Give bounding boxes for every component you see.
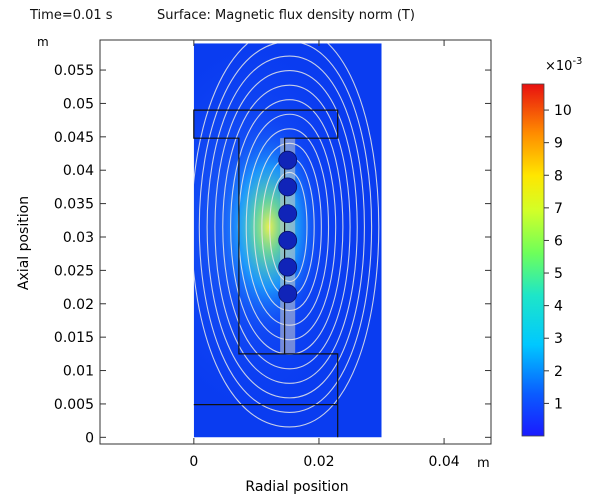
surface-title: Surface: Magnetic flux density norm (T) xyxy=(157,8,415,23)
coil-conductor xyxy=(278,257,298,277)
colorbar-ticks: 1 2 3 4 5 6 7 8 9 10 xyxy=(544,103,572,412)
x-tick-label: 0.04 xyxy=(428,454,459,470)
colorbar xyxy=(521,83,545,437)
colorbar-tick-label: 10 xyxy=(554,103,572,119)
coil-conductor xyxy=(278,230,298,250)
y-tick-label: 0.05 xyxy=(63,96,94,112)
y-tick-label: 0.025 xyxy=(54,263,94,279)
y-axis-label: Axial position xyxy=(16,196,32,290)
coil-conductor xyxy=(278,150,298,170)
field-line xyxy=(245,128,330,326)
colorbar-tick-label: 7 xyxy=(554,201,563,217)
y-tick-label: 0.005 xyxy=(54,397,94,413)
field-line xyxy=(214,70,358,384)
field-line xyxy=(198,43,373,413)
colorbar-tick-label: 3 xyxy=(554,331,563,347)
field-lines xyxy=(193,43,380,428)
field-line xyxy=(237,113,337,341)
field-line xyxy=(253,142,322,312)
y-tick-label: 0 xyxy=(85,430,94,446)
x-tick-label: 0.02 xyxy=(303,454,334,470)
coil-conductor xyxy=(278,177,298,197)
y-tick-label: 0.035 xyxy=(54,197,94,213)
y-tick-label: 0.04 xyxy=(63,163,94,179)
colorbar-tick-label: 9 xyxy=(554,136,563,152)
coil-conductors xyxy=(278,150,298,304)
field-line xyxy=(269,171,308,283)
y-tick-label: 0.055 xyxy=(54,63,94,79)
x-axis-ticks: 0 0.02 0.04 xyxy=(189,40,460,470)
colorbar-tick-label: 8 xyxy=(554,168,563,184)
y-tick-label: 0.045 xyxy=(54,130,94,146)
x-tick-label: 0 xyxy=(189,454,198,470)
time-label: Time=0.01 s xyxy=(30,8,113,23)
y-axis-unit: m xyxy=(37,35,49,49)
field-line xyxy=(193,43,380,428)
colorbar-tick-label: 5 xyxy=(554,266,563,282)
y-tick-label: 0.03 xyxy=(63,230,94,246)
y-axis-ticks: 0 0.005 0.01 0.015 0.02 0.025 0.03 0.035 0.04 0.0… xyxy=(54,63,491,446)
coil-conductor xyxy=(278,204,298,224)
y-tick-label: 0.015 xyxy=(54,330,94,346)
x-axis-unit: m xyxy=(477,456,490,471)
colorbar-tick-label: 4 xyxy=(554,299,563,315)
colorbar-tick-label: 1 xyxy=(554,396,563,412)
coil-conductor xyxy=(278,284,298,304)
x-axis-label: Radial position xyxy=(245,479,348,495)
field-line xyxy=(222,84,351,370)
field-glow-center xyxy=(213,116,324,337)
colorbar-multiplier: ×10-3 xyxy=(545,56,582,74)
y-tick-label: 0.02 xyxy=(63,297,94,313)
core-outline xyxy=(193,109,339,438)
y-tick-label: 0.01 xyxy=(63,364,94,380)
colorbar-tick-label: 6 xyxy=(554,233,563,249)
colorbar-tick-label: 2 xyxy=(554,364,563,380)
